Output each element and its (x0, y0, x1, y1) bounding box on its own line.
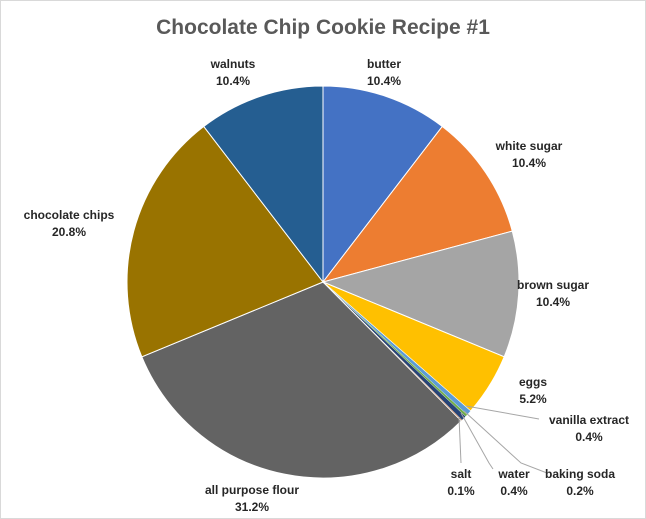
data-label-name: salt (451, 467, 472, 481)
slice-all-purpose-flour (141, 281, 462, 479)
data-label-chocolate-chips: chocolate chips 20.8% (24, 208, 115, 239)
data-label-butter: butter 10.4% (367, 57, 401, 88)
data-label-percent: 10.4% (512, 156, 546, 170)
data-labels: butter 10.4% white sugar 10.4% brown sugar 10… (24, 57, 629, 514)
data-label-percent: 10.4% (216, 74, 250, 88)
data-label-white-sugar: white sugar 10.4% (495, 139, 563, 170)
chart-title: Chocolate Chip Cookie Recipe #1 (156, 16, 490, 39)
data-label-name: brown sugar (517, 278, 589, 292)
data-label-name: walnuts (210, 57, 256, 71)
slice-brown-sugar (321, 230, 520, 358)
data-label-name: water (497, 467, 530, 481)
leader-line-salt (458, 416, 462, 464)
data-label-percent: 31.2% (235, 500, 269, 514)
data-label-percent: 10.4% (367, 74, 401, 88)
data-label-name: all purpose flour (205, 483, 299, 497)
slice-chocolate-chips (126, 125, 324, 358)
data-label-walnuts: walnuts 10.4% (210, 57, 256, 88)
data-label-name: vanilla extract (549, 413, 629, 427)
data-label-percent: 0.2% (566, 484, 594, 498)
slice-butter (322, 85, 443, 284)
leader-line-water (460, 412, 494, 470)
slice-walnuts (203, 85, 324, 284)
data-label-name: eggs (519, 375, 547, 389)
data-label-percent: 0.1% (447, 484, 475, 498)
data-label-name: baking soda (545, 467, 615, 481)
leader-lines (458, 405, 548, 474)
data-label-percent: 5.2% (519, 392, 547, 406)
data-label-percent: 10.4% (536, 295, 570, 309)
data-label-baking-soda: baking soda 0.2% (545, 467, 615, 498)
data-label-all-purpose-flour: all purpose flour 31.2% (205, 483, 299, 514)
data-label-percent: 20.8% (52, 225, 86, 239)
data-label-name: butter (367, 57, 401, 71)
slice-white-sugar (321, 125, 513, 283)
leader-line-baking-soda (463, 410, 548, 474)
data-label-percent: 0.4% (500, 484, 528, 498)
data-label-salt: salt 0.1% (447, 467, 475, 498)
data-label-percent: 0.4% (575, 430, 603, 444)
data-label-vanilla-extract: vanilla extract 0.4% (549, 413, 629, 444)
leader-line-vanilla-extract (465, 405, 540, 420)
data-label-name: white sugar (495, 139, 563, 153)
data-label-name: chocolate chips (24, 208, 115, 222)
pie-slices (126, 85, 520, 479)
data-label-brown-sugar: brown sugar 10.4% (517, 278, 589, 309)
data-label-water: water 0.4% (497, 467, 530, 498)
data-label-eggs: eggs 5.2% (519, 375, 547, 406)
